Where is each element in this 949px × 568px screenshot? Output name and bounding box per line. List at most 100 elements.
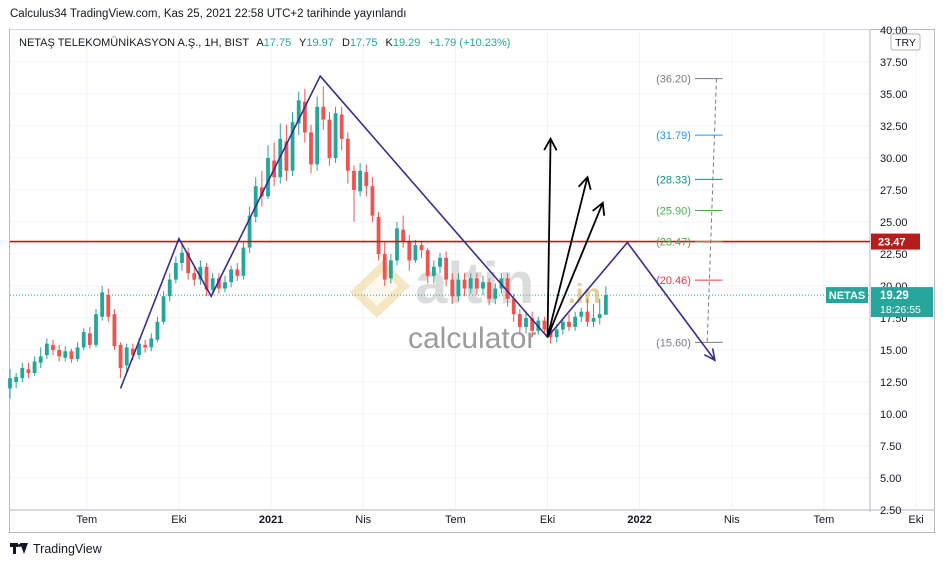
y-axis: 2.505.007.5010.0012.5015.0017.5020.0022.… xyxy=(880,25,908,517)
candle-body xyxy=(530,318,535,331)
candle-body xyxy=(26,369,31,374)
legend-symbol-name: NETAŞ TELEKOMÜNİKASYON A.Ş., 1H, BIST xyxy=(19,36,249,49)
candle-body xyxy=(229,269,234,283)
watermark-word2: calculator xyxy=(408,322,536,355)
candle xyxy=(173,256,178,284)
candle-body xyxy=(438,257,442,267)
target-arrow-shaft xyxy=(546,176,589,338)
candle-body xyxy=(198,266,203,280)
candle xyxy=(591,303,596,327)
candle-body xyxy=(309,132,313,165)
candle-body xyxy=(192,273,197,280)
x-axis: Tem Eki 2021 Nis Tem Eki 2022 Nis Tem Eki xyxy=(76,514,923,526)
x-tick-label: Nis xyxy=(355,514,371,526)
candle-body xyxy=(137,343,141,356)
candle xyxy=(253,177,258,222)
x-tick-label: Eki xyxy=(540,514,555,526)
legend-close-value: 19.29 xyxy=(393,37,421,49)
candle xyxy=(425,247,430,284)
candle xyxy=(272,142,277,187)
candle xyxy=(345,132,350,184)
candle-body xyxy=(94,314,98,345)
y-tick-label: 37.50 xyxy=(880,57,908,69)
candle-body xyxy=(161,296,166,322)
x-tick-label: Nis xyxy=(724,514,740,526)
candle xyxy=(241,241,246,280)
candle xyxy=(57,344,62,362)
price-badges: 23.47 NETAS 19.29 18:26:55 xyxy=(826,233,933,318)
candle-body xyxy=(345,138,350,171)
candle xyxy=(44,338,49,359)
candle xyxy=(395,222,399,266)
symbol-badge-label: NETAS xyxy=(829,290,865,302)
candle-body xyxy=(247,215,252,248)
candle xyxy=(358,163,363,197)
candle-body xyxy=(579,311,584,317)
x-tick-label: 2022 xyxy=(627,514,651,526)
candle xyxy=(481,275,485,295)
candle xyxy=(180,243,184,271)
candle xyxy=(204,262,209,297)
tradingview-logo-icon[interactable] xyxy=(10,543,28,555)
symbol-legend: NETAŞ TELEKOMÜNİKASYON A.Ş., 1H, BIST A 1… xyxy=(19,36,510,49)
candle xyxy=(376,211,381,261)
candle xyxy=(32,356,37,376)
zigzag-line xyxy=(119,74,716,389)
candle xyxy=(370,177,375,222)
candle xyxy=(284,124,289,182)
candle-body xyxy=(468,278,473,289)
candle-body xyxy=(124,347,129,366)
candle-body xyxy=(204,266,209,290)
candle-body xyxy=(339,114,344,139)
candle xyxy=(603,286,608,315)
candle-body xyxy=(560,321,565,330)
candle xyxy=(106,288,111,322)
candle-body xyxy=(487,282,492,299)
candle-body xyxy=(382,254,387,280)
candle-body xyxy=(597,314,602,318)
y-tick-label: 15.00 xyxy=(880,345,908,357)
candle-body xyxy=(63,351,68,358)
candle-body xyxy=(149,338,154,348)
candle xyxy=(364,164,369,197)
candle xyxy=(530,311,535,338)
last-price-badge xyxy=(871,287,933,318)
y-tick-label: 2.50 xyxy=(880,505,901,517)
candle-body xyxy=(585,311,590,322)
candle-body xyxy=(155,321,160,340)
candle xyxy=(560,318,565,335)
candle xyxy=(75,342,80,362)
candle-body xyxy=(425,250,430,276)
candle xyxy=(579,307,584,322)
currency-button[interactable]: TRY xyxy=(890,33,921,51)
x-tick-label: 2021 xyxy=(259,514,283,526)
candle-body xyxy=(235,269,240,276)
level-price-badge xyxy=(871,233,920,250)
legend-text: NETAŞ TELEKOMÜNİKASYON A.Ş., 1H, BIST A 1… xyxy=(19,36,510,49)
symbol-badge xyxy=(826,287,868,304)
candle xyxy=(401,215,406,248)
candle-body xyxy=(603,295,608,315)
footer-brand[interactable]: TradingView xyxy=(33,542,102,556)
candle xyxy=(26,362,31,379)
y-tick-label: 27.50 xyxy=(880,185,908,197)
candle xyxy=(216,273,221,294)
legend-open-label: A xyxy=(256,37,264,49)
x-tick-label: Eki xyxy=(171,514,186,526)
y-tick-label: 35.00 xyxy=(880,89,908,101)
y-tick-label: 12.50 xyxy=(880,377,908,389)
candle xyxy=(124,343,129,372)
x-tick-label: Tem xyxy=(76,514,97,526)
candle xyxy=(524,311,528,334)
y-tick-label: 5.00 xyxy=(880,473,901,485)
candle-body xyxy=(8,378,12,389)
candle-body xyxy=(358,170,363,192)
candle xyxy=(419,241,424,258)
target-arrow xyxy=(546,175,592,338)
candle xyxy=(585,298,590,327)
target-arrow-head xyxy=(577,175,592,191)
candle-body xyxy=(167,279,172,297)
candle xyxy=(8,369,12,399)
candle xyxy=(14,373,19,389)
